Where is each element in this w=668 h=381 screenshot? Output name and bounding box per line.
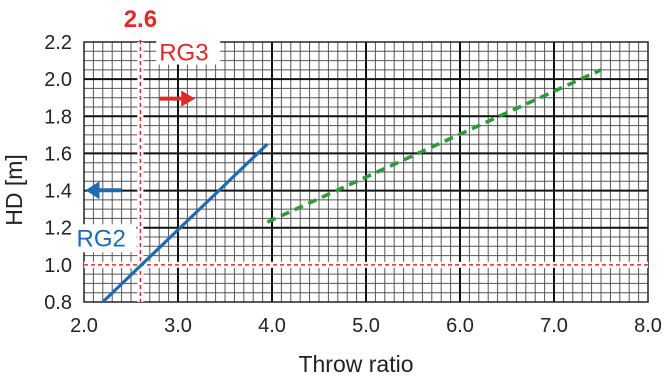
x-tick-label: 2.0 xyxy=(70,315,98,337)
y-tick-label: 2.2 xyxy=(44,32,72,54)
annotation-label: RG2 xyxy=(77,225,126,252)
series-line-1 xyxy=(101,142,269,304)
reference-lines: 2.6 xyxy=(84,6,648,302)
y-axis-title: HD [m] xyxy=(1,154,27,226)
x-tick-label: 3.0 xyxy=(164,315,192,337)
data-series xyxy=(101,68,602,304)
annotation-label: RG3 xyxy=(159,40,208,67)
series-line-2 xyxy=(266,68,602,224)
y-tick-label: 2.0 xyxy=(44,69,72,91)
x-tick-label: 4.0 xyxy=(258,315,286,337)
right-arrow-head-icon xyxy=(181,90,196,107)
annotation-label-backing xyxy=(156,36,221,65)
x-tick-label: 8.0 xyxy=(634,315,662,337)
left-arrow-head-icon xyxy=(85,181,100,200)
x-tick-label: 6.0 xyxy=(446,315,474,337)
x-axis-title: Throw ratio xyxy=(298,351,413,377)
reference-line-backing xyxy=(137,42,144,302)
y-tick-label: 1.4 xyxy=(44,181,72,203)
y-tick-label: 1.0 xyxy=(44,255,72,277)
y-tick-label: 1.6 xyxy=(44,143,72,165)
x-tick-label: 5.0 xyxy=(352,315,380,337)
tick-labels: 2.0 3.0 4.0 5.0 6.0 7.0 8.0 0.8 1.0 1.2 1.4 1.6 1.8 2… xyxy=(44,32,662,337)
annotation-label-backing xyxy=(74,224,137,253)
x-tick-label: 7.0 xyxy=(540,315,568,337)
y-tick-label: 1.2 xyxy=(44,218,72,240)
y-tick-label: 1.8 xyxy=(44,106,72,128)
annotations: RG3 RG2 xyxy=(74,36,221,253)
plot-frame xyxy=(83,41,649,303)
reference-line-label: 2.6 xyxy=(124,6,157,33)
y-tick-label: 0.8 xyxy=(44,292,72,314)
